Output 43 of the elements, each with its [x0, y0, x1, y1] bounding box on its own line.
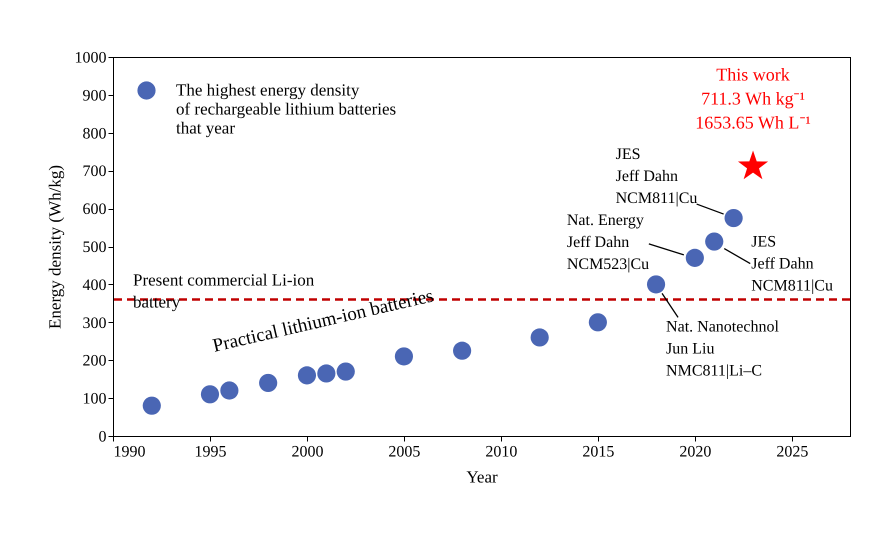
point: [394, 347, 414, 366]
annotation: This work 711.3 Wh kg⁻¹ 1653.65 Wh L⁻¹: [695, 64, 811, 132]
point: [530, 328, 549, 347]
point: [336, 362, 355, 381]
point: [705, 232, 724, 251]
point: [588, 313, 607, 332]
annotation: JES Jeff Dahn NCM811|Cu: [751, 234, 833, 295]
x-tick-label: 2010: [485, 444, 518, 460]
legend-label: The highest energy density of rechargeable lithium batteries that year: [176, 80, 396, 138]
point: [738, 150, 768, 180]
y-tick-label: 800: [82, 125, 106, 142]
point: [646, 275, 666, 294]
point: [200, 385, 220, 404]
y-tick-label: 100: [82, 390, 106, 408]
y-tick-label: 600: [82, 201, 106, 218]
x-tick-label: 2005: [388, 444, 420, 460]
x-tick-label: 2025: [776, 444, 808, 460]
y-tick-label: 1000: [74, 50, 106, 66]
y-tick-label: 500: [82, 239, 106, 256]
point: [142, 396, 161, 415]
y-tick-label: 300: [82, 314, 106, 332]
x-tick-label: 2015: [582, 444, 614, 460]
x-tick-label: 2020: [679, 444, 712, 460]
y-tick-label: 700: [82, 163, 106, 180]
y-tick-label: 0: [98, 428, 106, 446]
point: [317, 364, 336, 383]
y-axis-title: Energy density (Wh/kg): [46, 165, 64, 329]
x-tick-label: 1995: [194, 444, 226, 460]
annotation: JES Jeff Dahn NCM811|Cu: [616, 146, 698, 208]
x-tick-label: 1990: [114, 444, 146, 460]
point: [686, 248, 704, 267]
y-tick-label: 400: [82, 276, 106, 294]
annotation: Nat. Energy Jeff Dahn NCM523|Cu: [566, 212, 650, 273]
point: [220, 381, 238, 400]
point: [259, 374, 278, 392]
point: [453, 342, 472, 360]
point: [724, 209, 743, 228]
point: [298, 366, 316, 384]
y-tick-label: 200: [82, 352, 106, 370]
x-axis-title: Year: [466, 468, 498, 486]
y-tick-label: 900: [82, 87, 106, 104]
annotation: Nat. Nanotechnol Jun Liu NMC811|Li–C: [666, 318, 780, 380]
x-tick-label: 2000: [291, 444, 324, 460]
